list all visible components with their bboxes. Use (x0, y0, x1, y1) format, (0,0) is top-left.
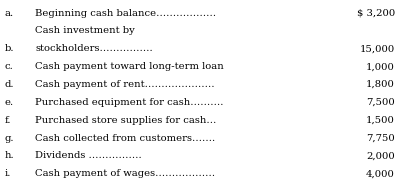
Text: 1,000: 1,000 (366, 62, 395, 71)
Text: 7,750: 7,750 (366, 134, 395, 143)
Text: d.: d. (5, 80, 14, 89)
Text: 15,000: 15,000 (360, 44, 395, 53)
Text: g.: g. (5, 134, 14, 143)
Text: 2,000: 2,000 (366, 151, 395, 161)
Text: Cash payment of wages………………: Cash payment of wages……………… (35, 169, 215, 178)
Text: 7,500: 7,500 (366, 98, 395, 107)
Text: Cash payment toward long-term loan: Cash payment toward long-term loan (35, 62, 224, 71)
Text: c.: c. (5, 62, 14, 71)
Text: b.: b. (5, 44, 14, 53)
Text: stockholders…………….: stockholders……………. (35, 44, 153, 53)
Text: i.: i. (5, 169, 11, 178)
Text: Purchased store supplies for cash…: Purchased store supplies for cash… (35, 116, 217, 125)
Text: Cash payment of rent…………………: Cash payment of rent………………… (35, 80, 215, 89)
Text: a.: a. (5, 9, 14, 18)
Text: f.: f. (5, 116, 11, 125)
Text: h.: h. (5, 151, 14, 161)
Text: Beginning cash balance………………: Beginning cash balance……………… (35, 9, 217, 18)
Text: 1,500: 1,500 (366, 116, 395, 125)
Text: Purchased equipment for cash……….: Purchased equipment for cash………. (35, 98, 224, 107)
Text: e.: e. (5, 98, 14, 107)
Text: 1,800: 1,800 (366, 80, 395, 89)
Text: Cash investment by: Cash investment by (35, 26, 135, 36)
Text: 4,000: 4,000 (366, 169, 395, 178)
Text: $ 3,200: $ 3,200 (357, 9, 395, 18)
Text: Dividends …………….: Dividends ……………. (35, 151, 142, 161)
Text: Cash collected from customers…….: Cash collected from customers……. (35, 134, 215, 143)
